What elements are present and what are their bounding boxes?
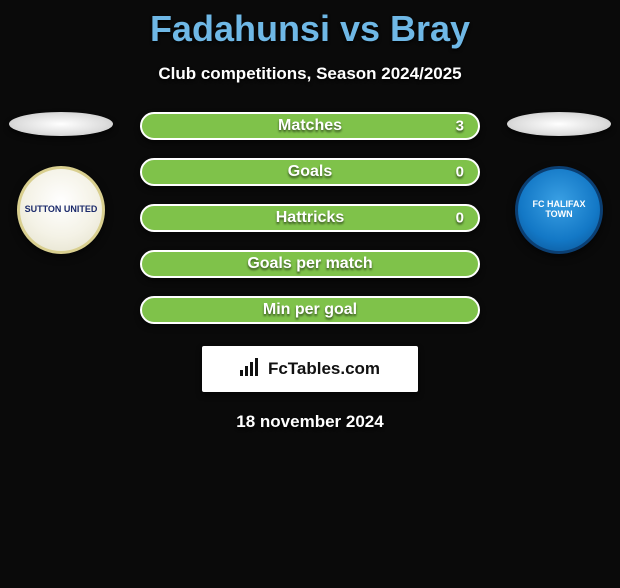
stat-label: Goals per match xyxy=(247,255,372,273)
stat-label: Hattricks xyxy=(276,209,344,227)
page-subtitle: Club competitions, Season 2024/2025 xyxy=(0,64,620,84)
stat-pill-list: Matches 3 Goals 0 Hattricks 0 Goals per … xyxy=(140,112,480,324)
stat-label: Matches xyxy=(278,117,342,135)
branding-panel: FcTables.com xyxy=(202,346,418,392)
comparison-panel: SUTTON UNITED FC HALIFAX TOWN Matches 3 … xyxy=(0,112,620,432)
branding-text: FcTables.com xyxy=(268,359,380,379)
page-title: Fadahunsi vs Bray xyxy=(0,8,620,50)
right-player-column: FC HALIFAX TOWN xyxy=(504,112,614,254)
stat-pill-goals-per-match: Goals per match xyxy=(140,250,480,278)
stat-pill-min-per-goal: Min per goal xyxy=(140,296,480,324)
stat-pill-goals: Goals 0 xyxy=(140,158,480,186)
right-pedestal-ellipse xyxy=(507,112,611,136)
stat-value: 0 xyxy=(456,164,464,181)
stat-pill-hattricks: Hattricks 0 xyxy=(140,204,480,232)
right-club-crest: FC HALIFAX TOWN xyxy=(515,166,603,254)
bars-icon xyxy=(240,358,262,381)
stat-label: Goals xyxy=(288,163,332,181)
left-player-column: SUTTON UNITED xyxy=(6,112,116,254)
right-club-crest-text: FC HALIFAX TOWN xyxy=(518,200,600,220)
date-label: 18 november 2024 xyxy=(0,412,620,432)
stat-value: 0 xyxy=(456,210,464,227)
stat-label: Min per goal xyxy=(263,301,357,319)
stat-value: 3 xyxy=(456,118,464,135)
stat-pill-matches: Matches 3 xyxy=(140,112,480,140)
left-club-crest: SUTTON UNITED xyxy=(17,166,105,254)
left-club-crest-text: SUTTON UNITED xyxy=(25,205,98,215)
left-pedestal-ellipse xyxy=(9,112,113,136)
